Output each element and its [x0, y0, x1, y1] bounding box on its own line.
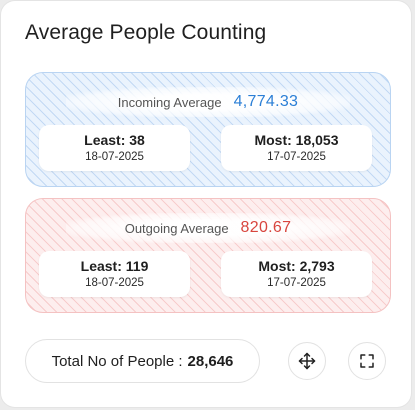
- outgoing-average-row: Outgoing Average 820.67: [66, 213, 350, 243]
- total-people-pill: Total No of People : 28,646: [25, 339, 260, 383]
- incoming-most-date: 17-07-2025: [267, 151, 326, 163]
- incoming-average-value: 4,774.33: [233, 93, 299, 110]
- move-button[interactable]: [288, 342, 326, 380]
- outgoing-average-value: 820.67: [240, 219, 292, 236]
- incoming-average-label: Incoming Average: [117, 94, 222, 110]
- incoming-average-row: Incoming Average 4,774.33: [66, 87, 350, 117]
- outgoing-most-box: Most: 2,793 17-07-2025: [221, 251, 372, 297]
- outgoing-least-date: 18-07-2025: [85, 277, 144, 289]
- outgoing-most-date: 17-07-2025: [267, 277, 326, 289]
- card-title: Average People Counting: [25, 21, 267, 44]
- incoming-panel: Incoming Average 4,774.33 Least: 38 18-0…: [25, 72, 391, 187]
- fullscreen-button[interactable]: [348, 342, 386, 380]
- fullscreen-icon: [358, 352, 376, 370]
- total-people-value: 28,646: [187, 352, 234, 370]
- outgoing-least-value: Least: 119: [80, 258, 149, 274]
- total-people-label: Total No of People :: [51, 352, 183, 370]
- average-people-counting-card: Average People Counting Incoming Average…: [1, 1, 411, 407]
- incoming-least-value: Least: 38: [84, 132, 145, 148]
- outgoing-least-box: Least: 119 18-07-2025: [39, 251, 190, 297]
- incoming-least-date: 18-07-2025: [85, 151, 144, 163]
- outgoing-average-label: Outgoing Average: [124, 220, 229, 236]
- incoming-least-box: Least: 38 18-07-2025: [39, 125, 190, 171]
- move-arrows-icon: [297, 351, 317, 371]
- incoming-most-value: Most: 18,053: [254, 132, 339, 148]
- incoming-most-box: Most: 18,053 17-07-2025: [221, 125, 372, 171]
- outgoing-panel: Outgoing Average 820.67 Least: 119 18-07…: [25, 198, 391, 313]
- outgoing-most-value: Most: 2,793: [258, 258, 335, 274]
